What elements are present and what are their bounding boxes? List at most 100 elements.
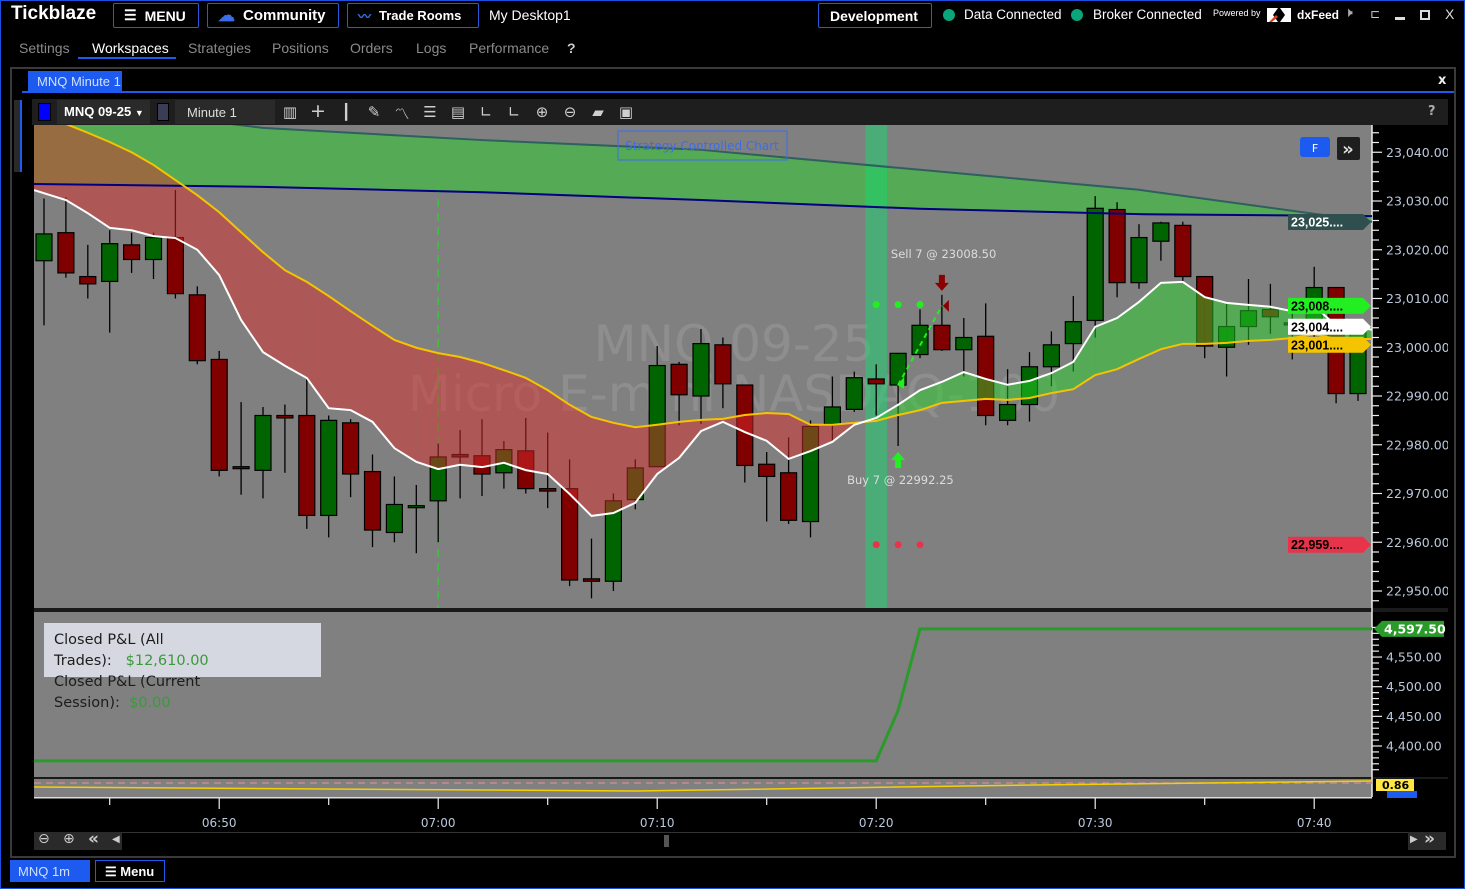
- ma-cloud-fill: [1007, 380, 1030, 400]
- scroll-controls-right: [1408, 832, 1446, 850]
- ma-cloud-fill: [372, 325, 395, 449]
- scroll-right-arrow[interactable]: ▶: [1410, 834, 1418, 845]
- pane-divider[interactable]: [34, 777, 1448, 779]
- close-chart-tab-button[interactable]: x: [1438, 73, 1447, 88]
- ma-cloud-fill: [679, 419, 701, 458]
- axis-icon[interactable]: ∟: [479, 103, 493, 121]
- price-tick-label: 22,960.00: [1386, 535, 1448, 550]
- candle-body: [1064, 321, 1082, 345]
- timeframe-color-swatch[interactable]: [157, 103, 169, 121]
- pin-icon[interactable]: ⊏: [1370, 7, 1381, 21]
- tab-underline: [22, 91, 1454, 93]
- zoom-in-icon[interactable]: ⊕: [535, 103, 549, 121]
- scrollbar-thumb[interactable]: [664, 835, 669, 847]
- ma-cloud-fill: [963, 372, 986, 401]
- workspace-tab-mnq-1m[interactable]: MNQ 1m: [10, 860, 90, 882]
- price-tick-label: 23,040.00: [1386, 145, 1448, 160]
- zoom-out-icon[interactable]: ⊖: [563, 103, 577, 121]
- crosshair-icon[interactable]: +: [310, 100, 326, 122]
- workspace-menu-button[interactable]: ☰ Menu: [95, 860, 165, 882]
- community-button[interactable]: ☁ Community: [207, 3, 339, 28]
- axis-scale-icon[interactable]: ∟: [507, 103, 521, 121]
- f-button[interactable]: [1300, 137, 1330, 157]
- ma-cloud-fill: [591, 416, 614, 516]
- pencil-icon[interactable]: ✎: [367, 103, 381, 121]
- candle-body: [911, 324, 929, 356]
- scroll-to-start-icon[interactable]: «: [88, 829, 99, 849]
- time-axis-line: [34, 797, 1372, 799]
- strategy-controlled-chart-button[interactable]: [617, 130, 788, 161]
- symbol-color-swatch[interactable]: [38, 103, 51, 121]
- trade-rooms-button[interactable]: 〰 Trade Rooms: [347, 3, 479, 28]
- powered-by: Powered by: [1213, 8, 1261, 18]
- desktop-name[interactable]: My Desktop1: [489, 7, 571, 23]
- ma-cloud-fill: [1182, 281, 1205, 344]
- menu-button[interactable]: ☰ MENU: [113, 3, 199, 28]
- strategy-controlled-chart-label: Strategy Controlled Chart: [625, 139, 779, 153]
- candles-icon[interactable]: ┃: [341, 103, 351, 121]
- candle-body: [210, 358, 228, 471]
- ma-cloud-fill: [109, 142, 132, 231]
- report-icon[interactable]: ▤: [450, 103, 466, 121]
- folder-icon[interactable]: ▰: [592, 103, 604, 121]
- ma-cloud-fill: [34, 125, 66, 201]
- dxfeed-logo-icon: [1266, 6, 1292, 24]
- timeframe-field[interactable]: Minute 1: [175, 100, 275, 124]
- price-tick-label: 22,970.00: [1386, 486, 1448, 501]
- tab-mnq-minute-1[interactable]: MNQ Minute 1: [28, 71, 122, 92]
- ma-cloud-fill: [175, 180, 198, 250]
- nav-logs[interactable]: Logs: [416, 40, 447, 56]
- chart-help-button[interactable]: ?: [1428, 104, 1436, 119]
- scroll-left-arrow[interactable]: ◀: [112, 834, 120, 845]
- cloud-icon: ☁: [218, 5, 235, 25]
- candle-body: [1086, 207, 1104, 322]
- watermark-symbol: MNQ 09-25: [593, 315, 874, 373]
- zoom-in-icon[interactable]: ⊕: [63, 831, 75, 847]
- sell-label: Sell 7 @ 23008.50: [891, 247, 996, 261]
- price-tag: [1288, 297, 1371, 314]
- candle-body: [582, 578, 601, 582]
- buy-arrow-icon: [891, 451, 906, 468]
- ma-cloud-fill: [65, 125, 88, 214]
- price-tag: [1288, 336, 1371, 353]
- nav-settings[interactable]: Settings: [19, 40, 70, 56]
- price-tag-label: 23,008....: [1291, 299, 1343, 313]
- zoom-out-icon[interactable]: ⊖: [38, 831, 50, 847]
- price-chart[interactable]: MNQ 09-25 Micro E-mini NASDAQ-100 Buy 7 …: [34, 125, 1448, 837]
- close-icon[interactable]: X: [1445, 6, 1455, 22]
- save-icon[interactable]: ▣: [618, 103, 634, 121]
- nav-help[interactable]: ?: [567, 40, 576, 56]
- target-dot: [872, 301, 880, 309]
- nav-orders[interactable]: Orders: [350, 40, 393, 56]
- buy-fill-marker: [897, 377, 905, 390]
- draw-line-icon[interactable]: 〽: [394, 105, 410, 123]
- minimize-icon[interactable]: [1395, 17, 1405, 20]
- maximize-icon[interactable]: [1420, 10, 1430, 20]
- scroll-to-end-icon[interactable]: »: [1424, 829, 1435, 849]
- ma-cloud-fill: [306, 281, 329, 409]
- horizontal-scrollbar[interactable]: [34, 832, 1446, 850]
- list-icon[interactable]: ☰: [423, 103, 437, 121]
- environment-button[interactable]: Development: [818, 3, 932, 28]
- pnl-tick-label: 4,500.00: [1386, 679, 1442, 694]
- candle-body: [363, 470, 382, 531]
- expand-panel-button[interactable]: [1337, 137, 1360, 160]
- nav-positions[interactable]: Positions: [272, 40, 329, 56]
- nav-workspaces[interactable]: Workspaces: [92, 40, 169, 56]
- ma-cloud-fill: [1270, 306, 1293, 340]
- price-tag-label: 23,004....: [1291, 320, 1343, 334]
- cloud-lower-line: [34, 182, 1372, 218]
- pane-divider[interactable]: [34, 608, 1448, 612]
- session-value: $0.00: [129, 695, 171, 711]
- nav-strategies[interactable]: Strategies: [188, 40, 252, 56]
- symbol-dropdown[interactable]: MNQ 09-25 ▼: [57, 100, 150, 124]
- speaker-icon[interactable]: 🕨: [1344, 5, 1353, 21]
- candle-body: [779, 472, 798, 521]
- nav-performance[interactable]: Performance: [469, 40, 550, 56]
- chart-type-icon[interactable]: ▥: [282, 103, 298, 121]
- candle-body: [670, 363, 688, 396]
- candle-body: [57, 232, 75, 274]
- candle-body: [845, 377, 863, 411]
- chevron-down-icon: ▼: [134, 108, 144, 118]
- trade-rooms-label: Trade Rooms: [379, 8, 462, 23]
